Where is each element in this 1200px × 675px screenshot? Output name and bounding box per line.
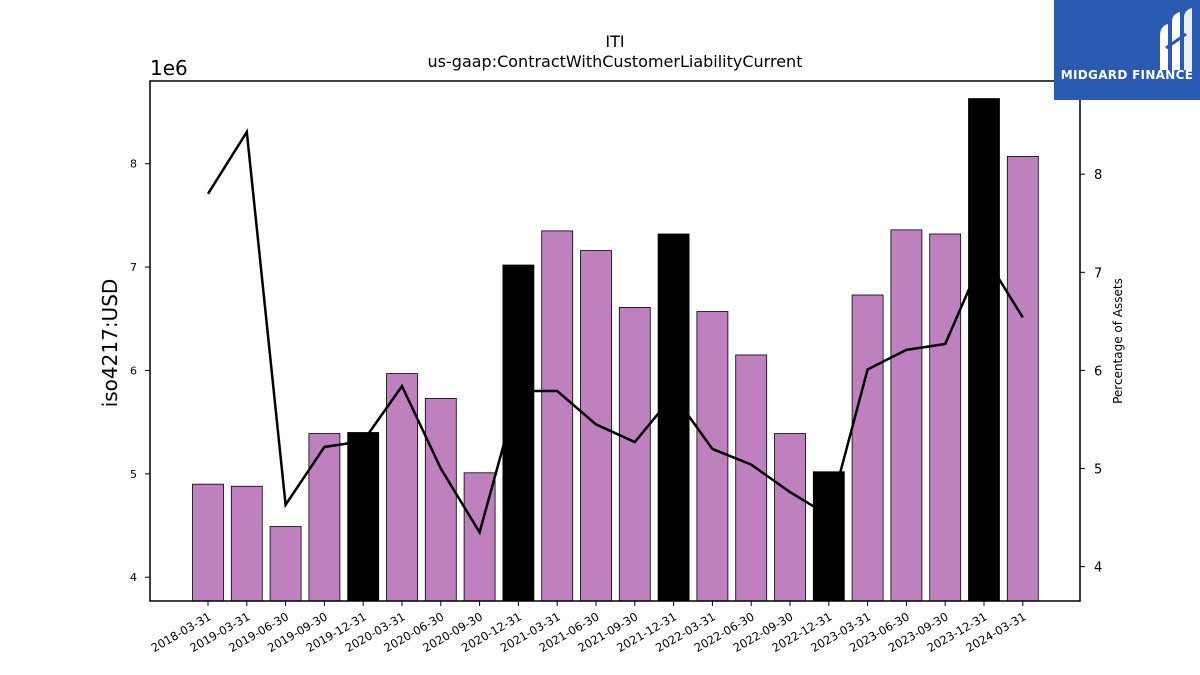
y-tick-label: 7 [130,261,137,274]
logo-text: MIDGARD FINANCE [1060,68,1194,82]
y-tick-label: 8 [130,158,137,171]
bar-2022-09-30 [774,433,806,602]
bar-2022-06-30 [735,354,768,602]
bar-2020-06-30 [424,397,457,602]
y-tick-label: 6 [130,364,137,377]
bar-2022-12-31 [812,471,845,602]
y2-tick-label: 4 [1094,561,1102,576]
bar-2020-03-31 [386,373,418,602]
bar-2019-12-31 [347,432,380,602]
y-scale-label: 1e6 [150,56,188,80]
bar-2023-09-30 [929,233,962,602]
bar-2019-09-30 [308,433,341,602]
bar-2023-06-30 [890,229,923,602]
y2-tick-label: 6 [1094,364,1102,379]
y2-axis-label: Percentage of Assets [1111,278,1125,404]
bar-2023-12-31 [968,98,1000,602]
logo-mark-icon [1160,8,1192,70]
percentage-of-assets-line [206,128,1024,536]
y2-tick-label: 7 [1094,266,1102,281]
bar-2019-06-30 [269,526,302,602]
y-tick-label: 4 [130,571,137,584]
bar-2021-03-31 [541,230,574,602]
chart-subtitle: us-gaap:ContractWithCustomerLiabilityCur… [427,52,803,71]
bar-2019-03-31 [230,485,263,602]
plot-frame [149,80,1081,602]
y2-tick-label: 8 [1094,168,1102,183]
bar-2021-09-30 [618,307,651,602]
y-axis-label: iso4217:USD [98,279,122,408]
bar-2018-03-31 [192,483,224,602]
chart-title: ITI [605,32,625,51]
y-tick-label: 5 [130,468,137,481]
bar-2021-06-30 [580,250,612,602]
midgard-finance-logo: MIDGARD FINANCE [1054,0,1200,100]
bar-2023-03-31 [851,294,884,602]
bar-2021-12-31 [657,233,690,602]
bar-2024-03-31 [1006,156,1039,602]
y2-tick-label: 5 [1094,463,1102,478]
bar-2022-03-31 [696,311,729,602]
